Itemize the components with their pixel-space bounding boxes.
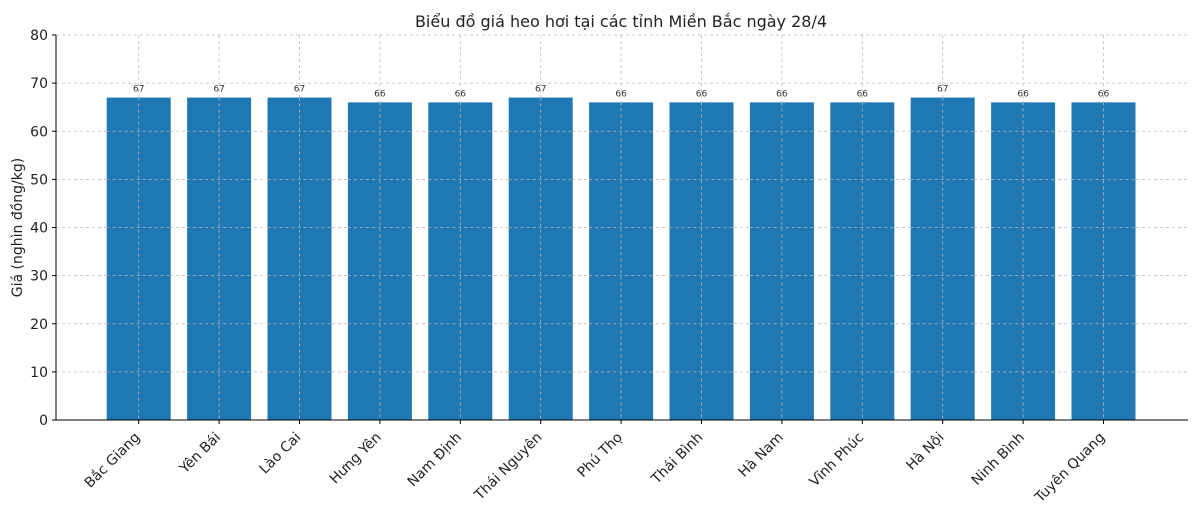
bar-data-label: 66 xyxy=(857,89,869,99)
x-tick-label: Bắc Giang xyxy=(81,429,144,492)
y-tick-label: 60 xyxy=(30,124,48,140)
bar-2 xyxy=(187,97,252,420)
y-tick-label: 40 xyxy=(30,221,48,237)
x-tick-label: Yên Bái xyxy=(176,430,224,478)
bar-data-label: 66 xyxy=(1098,89,1110,99)
bar-data-label: 67 xyxy=(133,85,144,95)
bar-3 xyxy=(267,97,332,420)
bar-6 xyxy=(508,97,573,420)
bar-data-label: 66 xyxy=(615,89,627,99)
bar-data-label: 66 xyxy=(455,89,467,99)
x-tick-label: Hà Nam xyxy=(736,430,787,481)
chart-title: Biểu đồ giá heo hơi tại các tỉnh Miền Bắ… xyxy=(415,12,827,31)
bar-data-label: 66 xyxy=(1017,89,1029,99)
y-tick-label: 50 xyxy=(30,172,48,188)
x-tick-label: Tuyên Quang xyxy=(1031,430,1108,507)
bar-data-label: 67 xyxy=(294,85,305,95)
x-tick-label: Hưng Yên xyxy=(327,430,385,488)
y-tick-label: 10 xyxy=(30,365,48,381)
bar-data-label: 67 xyxy=(535,85,546,95)
y-tick-label: 70 xyxy=(30,76,48,92)
axes-layer xyxy=(52,34,1188,424)
bars-layer xyxy=(106,97,1136,420)
x-tick-label: Lào Cai xyxy=(256,430,304,478)
y-tick-label: 80 xyxy=(30,28,48,44)
bar-11 xyxy=(910,97,975,420)
y-tick-label: 0 xyxy=(39,413,48,429)
y-axis-label: Giá (nghìn đồng/kg) xyxy=(9,158,26,297)
x-tick-label: Thái Bình xyxy=(648,430,706,488)
x-tick-label: Thái Nguyên xyxy=(471,430,546,505)
bar-data-label: 67 xyxy=(937,85,948,95)
y-tick-label: 20 xyxy=(30,317,48,333)
y-tick-label: 30 xyxy=(30,269,48,285)
x-tick-label: Vĩnh Phúc xyxy=(807,430,868,491)
bar-data-label: 66 xyxy=(776,89,788,99)
bar-data-label: 66 xyxy=(696,89,708,99)
bar-data-label: 67 xyxy=(213,85,224,95)
x-tick-label: Nam Định xyxy=(405,430,466,491)
x-tick-label: Phú Thọ xyxy=(575,430,626,481)
x-tick-label: Ninh Bình xyxy=(969,430,1028,489)
x-tick-label: Hà Nội xyxy=(903,430,947,474)
bar-data-label: 66 xyxy=(374,89,386,99)
bar-1 xyxy=(106,97,171,420)
